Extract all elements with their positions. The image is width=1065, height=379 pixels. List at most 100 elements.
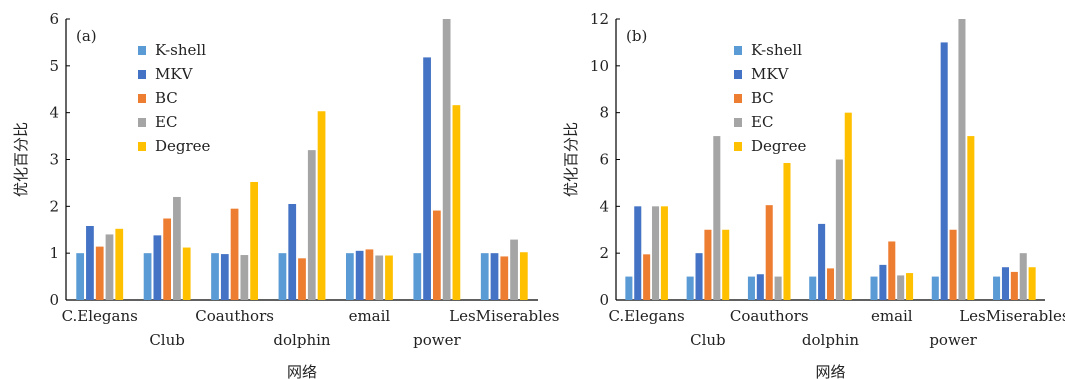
bar-degree-email <box>906 273 914 300</box>
bar-k-shell-email <box>870 276 878 300</box>
bar-degree-dolphin <box>844 112 852 300</box>
y-tick-label: 6 <box>599 151 609 169</box>
bar-bc-lesmiserables <box>500 256 509 300</box>
bar-mkv-email <box>879 264 887 301</box>
bar-k-shell-lesmiserables <box>993 276 1001 300</box>
y-tick-label: 1 <box>49 244 59 262</box>
x-tick-label-lesmiserables: LesMiserables <box>449 307 559 325</box>
bar-bc-power <box>432 210 441 300</box>
bar-k-shell-lesmiserables <box>480 253 489 300</box>
legend-swatch-k-shell <box>734 46 742 55</box>
legend: K-shell MKV BC EC Degree <box>734 41 807 155</box>
x-tick-label-club: Club <box>690 331 726 349</box>
bar-degree-email <box>385 255 393 300</box>
x-tick-label-power: power <box>413 331 461 349</box>
y-tick-label: 2 <box>599 244 609 262</box>
bar-degree-coauthors <box>783 163 791 300</box>
bar-k-shell-power <box>931 276 939 300</box>
bar-ec-dolphin <box>835 159 843 300</box>
bar-degree-lesmiserables <box>519 252 528 300</box>
bar-k-shell-power <box>413 253 422 300</box>
bar-ec-coauthors <box>774 276 782 300</box>
bar-mkv-c-elegans <box>634 206 642 300</box>
legend-label-k-shell: K-shell <box>751 41 802 59</box>
bar-ec-email <box>375 255 384 300</box>
legend-label-bc: BC <box>751 89 774 107</box>
bar-mkv-lesmiserables <box>490 253 499 300</box>
bar-bc-c-elegans <box>95 246 104 300</box>
bar-degree-c-elegans <box>660 206 668 300</box>
bar-mkv-club <box>153 235 162 300</box>
y-axis-label: 优化百分比 <box>12 122 30 197</box>
bar-mkv-dolphin <box>818 223 826 300</box>
legend-swatch-mkv <box>734 70 742 79</box>
bar-ec-dolphin <box>307 150 316 300</box>
bar-degree-power <box>967 136 975 300</box>
bar-degree-power <box>452 105 461 300</box>
x-axis-label: 网络 <box>815 363 845 379</box>
legend-label-ec: EC <box>751 113 773 131</box>
bar-mkv-email <box>355 250 364 300</box>
bar-degree-club <box>182 247 191 300</box>
bar-ec-c-elegans <box>652 206 660 300</box>
bar-bc-lesmiserables <box>1010 271 1018 300</box>
y-tick-label: 6 <box>49 10 59 28</box>
bar-k-shell-club <box>143 253 152 300</box>
bar-mkv-power <box>940 42 948 301</box>
y-tick-label: 8 <box>599 104 609 122</box>
bar-mkv-coauthors <box>756 274 764 300</box>
bar-k-shell-c-elegans <box>76 253 85 300</box>
legend-swatch-ec <box>138 118 146 127</box>
bar-degree-coauthors <box>250 181 258 300</box>
bar-bc-dolphin <box>298 258 306 300</box>
legend-swatch-degree <box>734 142 742 151</box>
bar-k-shell-dolphin <box>809 276 817 300</box>
x-tick-label-club: Club <box>149 331 185 349</box>
legend-label-ec: EC <box>155 113 177 131</box>
bar-bc-club <box>704 229 712 300</box>
panel-label: (b) <box>626 27 647 45</box>
bar-degree-lesmiserables <box>1028 267 1036 300</box>
x-tick-label-c-elegans: C.Elegans <box>608 307 684 325</box>
y-tick-label: 0 <box>599 291 609 309</box>
bar-bc-coauthors <box>230 208 239 300</box>
y-tick-label: 10 <box>590 57 609 75</box>
bar-mkv-coauthors <box>220 254 229 300</box>
bar-ec-club <box>173 196 181 300</box>
y-tick-label: 0 <box>49 291 59 309</box>
legend-swatch-k-shell <box>138 46 146 55</box>
bar-ec-power <box>958 19 966 300</box>
legend-label-mkv: MKV <box>751 65 790 83</box>
y-tick-label: 3 <box>49 151 59 169</box>
bar-k-shell-email <box>346 253 354 300</box>
bar-bc-power <box>949 229 957 300</box>
legend-label-degree: Degree <box>155 137 211 155</box>
bar-mkv-c-elegans <box>86 226 94 300</box>
bar-degree-club <box>722 229 730 300</box>
legend-swatch-ec <box>734 118 742 127</box>
x-tick-label-lesmiserables: LesMiserables <box>959 307 1065 325</box>
bar-bc-email <box>888 241 896 300</box>
legend: K-shell MKV BC EC Degree <box>138 41 211 155</box>
bar-bc-coauthors <box>765 205 773 300</box>
bar-k-shell-dolphin <box>278 253 287 300</box>
bar-k-shell-club <box>686 276 694 300</box>
bar-ec-c-elegans <box>105 234 114 300</box>
bar-mkv-lesmiserables <box>1001 267 1009 300</box>
bar-bc-c-elegans <box>643 254 651 300</box>
bar-k-shell-c-elegans <box>625 276 633 300</box>
y-tick-label: 5 <box>49 57 59 75</box>
bar-bc-email <box>365 249 374 300</box>
x-tick-label-power: power <box>929 331 977 349</box>
bar-ec-power <box>442 19 451 300</box>
chart-panel-a: 0 1 2 3 4 5 6 C.Elegans Club Coauthors dolphin emai… <box>12 10 559 379</box>
x-tick-label-c-elegans: C.Elegans <box>62 307 138 325</box>
bar-ec-lesmiserables <box>1019 253 1027 300</box>
x-tick-label-email: email <box>349 307 391 325</box>
x-tick-label-email: email <box>871 307 913 325</box>
bar-ec-coauthors <box>240 255 249 300</box>
legend-swatch-degree <box>138 142 146 151</box>
bar-ec-email <box>897 275 905 300</box>
